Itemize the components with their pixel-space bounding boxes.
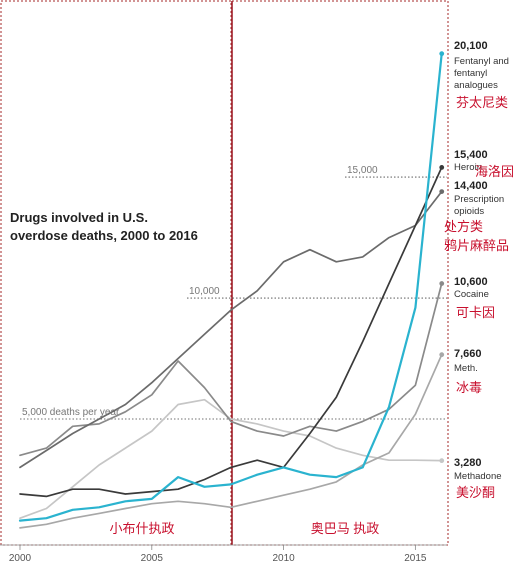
series-end-point bbox=[439, 458, 445, 464]
reference-label: 10,000 bbox=[189, 286, 220, 297]
series-line bbox=[19, 190, 443, 469]
series-name-label: Cocaine bbox=[454, 289, 489, 300]
x-axis: 2000 2005 2010 2015 bbox=[0, 544, 447, 564]
x-tick-label: 2005 bbox=[141, 553, 164, 563]
series-end-point bbox=[439, 164, 445, 170]
series-chinese-label: 处方类 bbox=[444, 219, 483, 234]
chart-title-line: overdose deaths, 2000 to 2016 bbox=[10, 228, 198, 243]
period-box bbox=[231, 0, 449, 546]
series-chinese-label: 鸦片麻醉品 bbox=[444, 238, 509, 253]
series-name-label: analogues bbox=[454, 80, 498, 91]
series-chinese-label: 芬太尼类 bbox=[456, 95, 508, 110]
series-name-label: fentanyl bbox=[454, 68, 487, 79]
series-chinese-label: 冰毒 bbox=[456, 380, 482, 395]
series-line bbox=[19, 166, 443, 498]
series-name-label: Heroin bbox=[454, 162, 482, 173]
chart-title: Drugs involved in U.S. overdose deaths, 2… bbox=[10, 210, 198, 243]
reference-label: 5,000 deaths per year bbox=[22, 407, 120, 418]
series-chinese-label: 可卡因 bbox=[456, 305, 495, 320]
series-line bbox=[18, 52, 443, 522]
series-value-label: 3,280 bbox=[454, 457, 482, 469]
x-tick-label: 2015 bbox=[404, 553, 427, 563]
period-box bbox=[0, 0, 232, 546]
period-labels: 小布什执政 奥巴马 执政 bbox=[109, 521, 379, 536]
series-value-label: 15,400 bbox=[454, 149, 488, 161]
reference-lines: 5,000 deaths per year 10,000 15,000 bbox=[20, 165, 447, 420]
series-value-label: 7,660 bbox=[454, 348, 482, 360]
period-boxes bbox=[0, 0, 449, 546]
x-tick-label: 2000 bbox=[9, 553, 32, 563]
series-value-label: 10,600 bbox=[454, 276, 488, 288]
series-end-point bbox=[439, 352, 445, 358]
series-lines bbox=[18, 51, 445, 529]
reference-label: 15,000 bbox=[347, 165, 378, 176]
series-name-label: Meth. bbox=[454, 363, 478, 374]
period-label: 小布什执政 bbox=[109, 521, 174, 536]
series-name-label: Prescription bbox=[454, 194, 504, 205]
series-end-point bbox=[439, 189, 445, 194]
series-name-label: Fentanyl and bbox=[454, 56, 509, 67]
series-chinese-label: 美沙酮 bbox=[456, 485, 495, 500]
series-end-point bbox=[439, 51, 445, 57]
x-tick-label: 2010 bbox=[272, 553, 295, 563]
series-value-label: 20,100 bbox=[454, 40, 488, 52]
series-name-label: Methadone bbox=[454, 471, 502, 482]
chart-title-line: Drugs involved in U.S. bbox=[10, 210, 148, 225]
series-end-point bbox=[439, 281, 445, 286]
series-value-label: 14,400 bbox=[454, 180, 488, 192]
series-chinese-label: 海洛因 bbox=[475, 164, 514, 179]
period-label: 奥巴马 执政 bbox=[311, 521, 380, 536]
series-line bbox=[19, 353, 443, 529]
series-name-label: opioids bbox=[454, 206, 484, 217]
series-line bbox=[19, 398, 443, 520]
